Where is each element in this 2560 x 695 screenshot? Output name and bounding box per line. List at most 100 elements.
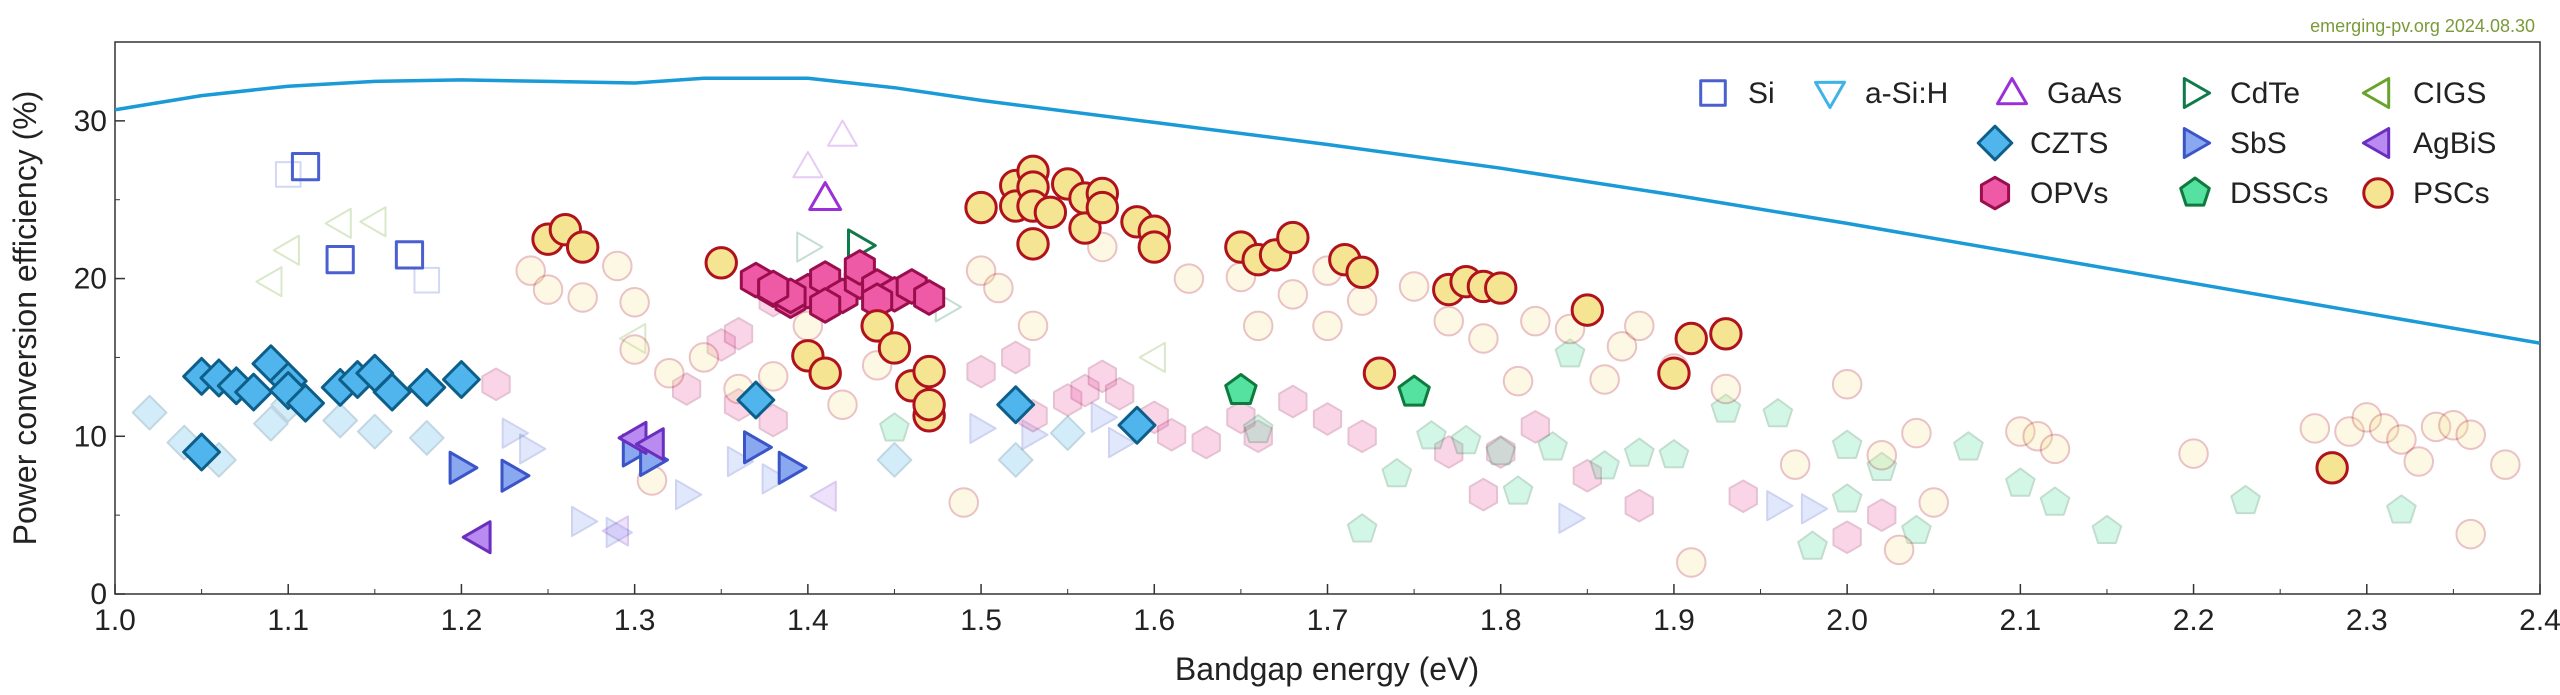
dsscs-faded-point [1831,429,1863,459]
x-tick-label: 2.4 [2519,604,2560,637]
axes: 1.0 1.1 1.2 1.3 1.4 1.5 1.6 1.7 1.8 1.9 2.0 2.1 2.2 2… [74,105,2560,637]
dsscs-faded-point [1450,425,1482,455]
dsscs-point [1397,374,1431,407]
pscs-faded-point [2178,438,2209,469]
sbs-faded-point [571,505,599,537]
legend: Si a-Si:H GaAs CdTe CIGS CZTS SbS AgBiS OPVs DSSC… [1699,77,2496,211]
czts-point [286,383,325,423]
legend-item-cdte: CdTe [2182,77,2300,110]
dsscs-faded-point [1485,436,1516,466]
opvs-faded-point [1347,419,1377,453]
pscs-faded-point [688,342,720,373]
opvs-faded-point [1312,402,1343,436]
pscs-faded-point [1312,310,1343,342]
agbis-faded-point [809,480,837,512]
pscs-faded-point [2455,518,2486,550]
pscs-faded-point [965,255,997,286]
opvs-faded-point [1226,400,1256,435]
dsscs-faded-point [1381,458,1413,488]
cigs-faded-point [255,266,283,298]
pscs-point [1657,356,1691,390]
pscs-point [704,246,738,280]
dsscs-faded-point [1624,437,1655,467]
opvs-faded-point [1832,520,1862,554]
legend-item-sbs: SbS [2182,127,2287,160]
x-tick-label: 1.8 [1480,604,1522,637]
pscs-faded-point [1173,263,1205,294]
czts-point [736,380,776,420]
czts-faded-point [253,405,289,442]
sbs-point [448,450,479,485]
pscs-point [1484,271,1518,305]
pscs-faded-point [619,334,650,365]
pscs-faded-point [983,272,1014,304]
x-tick-label: 1.6 [1133,604,1175,637]
x-tick-label: 1.2 [441,604,483,637]
pscs-faded-point [1606,331,1638,362]
legend-symbol-gaas [1996,77,2028,106]
pscs-faded-point [1779,449,1811,480]
y-tick-label: 10 [74,420,107,453]
pscs-faded-point [1831,368,1863,400]
x-tick-label: 1.3 [614,604,656,637]
pscs-faded-point [827,389,858,420]
opvs-faded-point [672,372,702,406]
cigs-faded-point [1138,341,1166,373]
x-tick-label: 2.2 [2173,604,2215,637]
legend-symbol-sbs [2182,127,2212,159]
sbs-faded-point [969,412,997,444]
legend-symbol-agbis [2361,127,2391,159]
pscs-faded-point [2005,416,2036,447]
legend-label-pscs: PSCs [2413,177,2490,210]
opvs-faded-point [1434,435,1464,469]
sbs-point [777,450,808,485]
pscs-faded-point [1589,364,1620,395]
agbis-faded-point [601,515,629,547]
legend-symbol-cdte [2182,77,2212,109]
y-tick-label: 0 [90,578,107,611]
cigs-faded-point [324,207,352,239]
pscs-faded-point [1883,534,1915,566]
pscs-faded-point [2386,424,2417,455]
czts-point [996,385,1036,425]
sbs-faded-point [726,446,755,478]
pscs-point [1276,220,1310,255]
opvs-faded-point [1191,425,1221,460]
x-tick-label: 2.0 [1826,604,1868,637]
x-tick-label: 2.1 [1999,604,2041,637]
gaas-faded-point [827,119,858,147]
sbs-faded-point [1021,419,1049,451]
legend-label-gaas: GaAs [2047,77,2122,110]
pscs-faded-point [1676,547,1707,578]
legend-symbol-dsscs [2179,176,2211,207]
si-point [290,151,321,182]
pscs-faded-point [1866,439,1898,471]
data-points-layer [182,151,2349,555]
pscs-faded-point [1398,271,1430,302]
y-tick-label: 30 [74,105,107,138]
dsscs-faded-point [1953,431,1984,461]
sbs-faded-point [605,516,633,548]
pscs-point [565,230,600,264]
czts-faded-point [409,420,445,456]
pscs-faded-point [948,487,979,518]
opvs-faded-point [1624,488,1654,523]
si-point [394,240,425,270]
cigs-faded-point [359,206,387,238]
opvs-point [913,279,946,316]
legend-item-si: Si [1699,77,1775,110]
legend-symbol-a-si-h [1814,80,1846,109]
pscs-point [1570,293,1605,327]
pscs-faded-point [2368,413,2400,444]
opvs-faded-point [1053,383,1083,417]
legend-item-cigs: CIGS [2361,77,2486,110]
opvs-faded-point [1468,477,1498,512]
sbs-faded-point [675,479,703,511]
pscs-faded-point [2334,416,2365,447]
pscs-faded-point [2299,413,2331,444]
sbs-point [743,430,773,465]
dsscs-faded-point [1710,393,1742,423]
pscs-faded-point [619,286,650,318]
legend-symbol-pscs [2362,177,2394,209]
pscs-faded-point [1901,417,1932,449]
